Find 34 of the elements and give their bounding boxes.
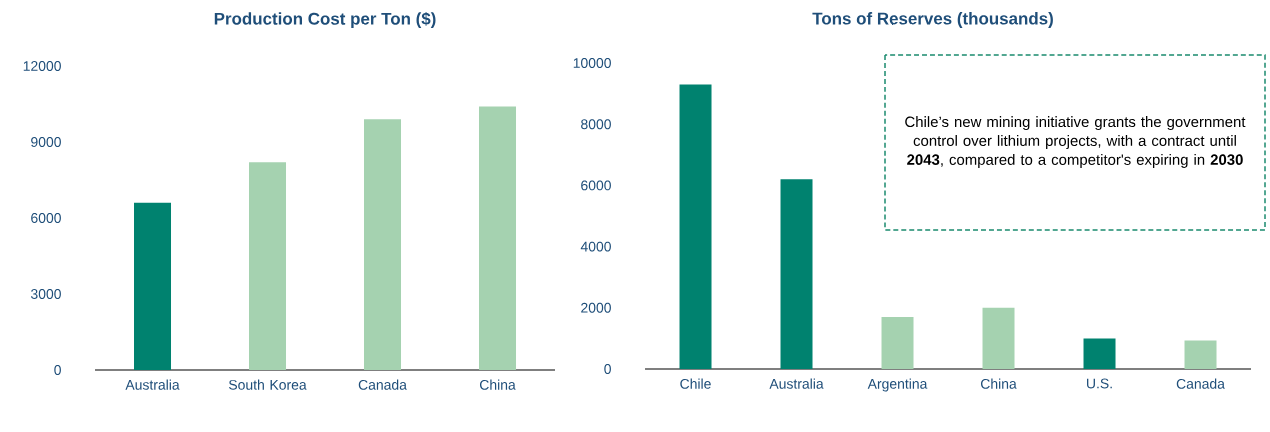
y-tick-label: 8000 xyxy=(581,119,611,130)
x-tick-label: Australia xyxy=(769,378,824,389)
bar xyxy=(881,316,914,370)
x-tick-label: Chile xyxy=(680,378,711,389)
y-tick-label: 4000 xyxy=(580,241,611,252)
y-tick-label: 0 xyxy=(54,365,61,375)
y-tick-label: 6000 xyxy=(581,180,611,191)
bar xyxy=(249,162,287,371)
bar xyxy=(364,119,402,371)
y-tick-label: 2000 xyxy=(581,302,611,313)
x-tick-label: Australia xyxy=(125,379,180,390)
x-tick-label: South Korea xyxy=(228,379,307,390)
x-tick-label: Argentina xyxy=(867,378,928,392)
y-tick-label: 0 xyxy=(604,364,611,374)
y-tick-label: 12000 xyxy=(23,61,61,71)
y-tick-label: 10000 xyxy=(573,58,611,68)
bar xyxy=(982,307,1015,370)
x-tick-label: U.S. xyxy=(1087,378,1112,389)
y-tick-label: 3000 xyxy=(30,289,61,299)
bar xyxy=(1083,338,1116,370)
bar xyxy=(1184,340,1217,370)
bar xyxy=(780,179,813,370)
x-tick-label: Canada xyxy=(358,379,407,390)
x-tick-label: China xyxy=(981,378,1017,389)
y-tick-label: 9000 xyxy=(31,137,61,147)
bar xyxy=(679,84,712,370)
bar xyxy=(479,106,517,371)
y-tick-label: 6000 xyxy=(31,213,61,223)
x-tick-label: China xyxy=(479,379,516,390)
annotation: Chile’s new mining initiative grants the government control over lithium projects, with a contract until 2043, compared to a competitor's expiring in 2030 xyxy=(905,116,1246,168)
bar xyxy=(134,202,172,371)
chart-title: Production Cost per Ton ($) xyxy=(214,11,436,29)
x-tick-label: Canada xyxy=(1176,378,1225,389)
chart-title: Tons of Reserves (thousands) xyxy=(812,12,1053,28)
